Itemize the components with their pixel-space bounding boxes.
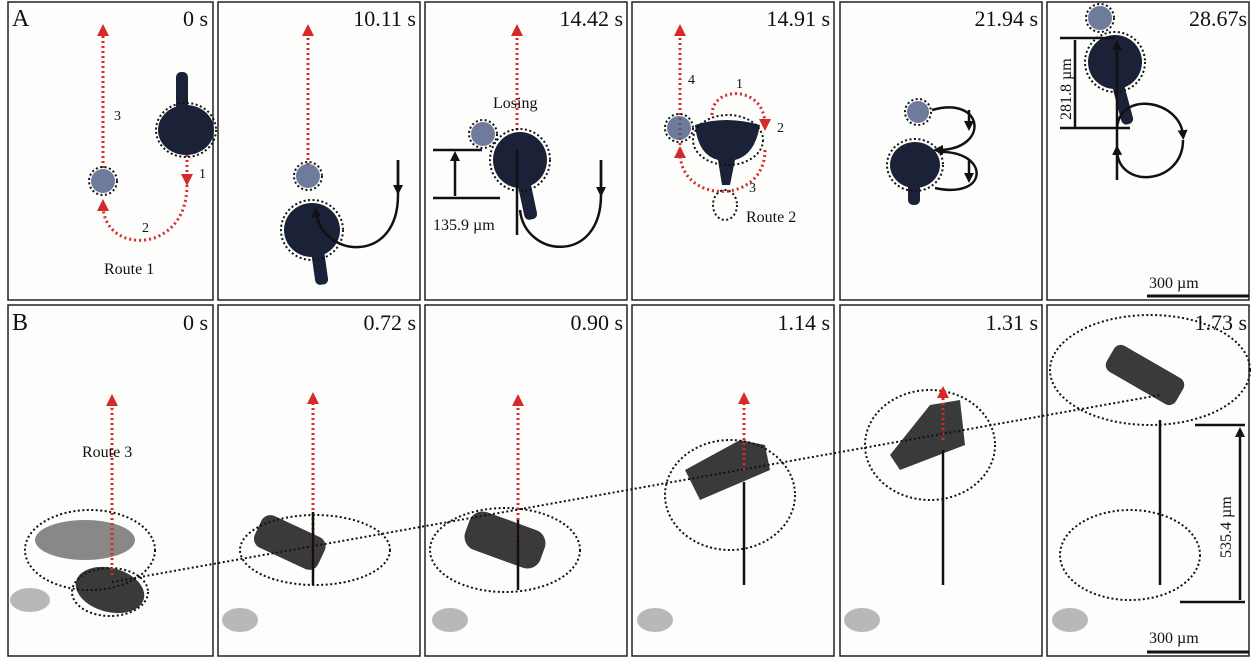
route-step: 2 — [777, 121, 784, 136]
route-name: Route 2 — [746, 209, 796, 226]
annotation: Losing — [493, 95, 537, 112]
time-stamp: 14.42 s — [559, 6, 623, 31]
measurement: 281.8 µm — [1058, 58, 1075, 120]
panel-label: A — [12, 6, 30, 32]
route-step: 3 — [749, 181, 756, 196]
time-stamp: 28.67s — [1189, 6, 1247, 31]
time-stamp: 0.90 s — [570, 310, 623, 335]
time-stamp: 0.72 s — [363, 310, 416, 335]
route-name: Route 1 — [104, 261, 154, 278]
measurement: 135.9 µm — [433, 217, 495, 234]
row-b-drawings — [10, 314, 1251, 654]
time-stamp: 14.91 s — [766, 6, 830, 31]
route-name: Route 3 — [82, 444, 132, 461]
time-stamp: 1.73 s — [1194, 310, 1247, 335]
route-step: 1 — [736, 77, 743, 92]
time-stamp: 21.94 s — [974, 6, 1038, 31]
time-stamp: 1.14 s — [777, 310, 830, 335]
scale-bar-label: 300 µm — [1149, 275, 1199, 292]
time-stamp: 0 s — [183, 310, 208, 335]
route-step: 3 — [114, 109, 121, 124]
time-stamp: 10.11 s — [353, 6, 416, 31]
time-stamp: 1.31 s — [985, 310, 1038, 335]
time-stamp: 0 s — [183, 6, 208, 31]
panel-label: B — [12, 310, 28, 336]
measurement: 535.4 µm — [1218, 496, 1235, 558]
frames — [7, 1, 1250, 657]
route-step: 2 — [142, 221, 149, 236]
row-a-drawings — [88, 3, 1249, 298]
scale-bar-label: 300 µm — [1149, 630, 1199, 647]
route-step: 4 — [688, 73, 695, 88]
route-step: 1 — [199, 167, 206, 182]
